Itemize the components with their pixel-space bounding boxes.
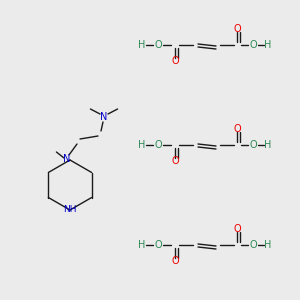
Text: H: H: [138, 140, 146, 150]
Text: H: H: [264, 40, 272, 50]
Text: N: N: [63, 154, 71, 164]
Text: H: H: [138, 240, 146, 250]
Text: O: O: [233, 24, 241, 34]
Text: O: O: [249, 140, 257, 150]
Text: O: O: [154, 40, 162, 50]
Text: O: O: [249, 40, 257, 50]
Text: H: H: [138, 40, 146, 50]
Text: H: H: [264, 240, 272, 250]
Text: O: O: [154, 240, 162, 250]
Text: O: O: [249, 240, 257, 250]
Text: O: O: [171, 156, 179, 166]
Text: NH: NH: [63, 206, 77, 214]
Text: O: O: [171, 56, 179, 66]
Text: O: O: [233, 224, 241, 234]
Text: O: O: [171, 256, 179, 266]
Text: O: O: [233, 124, 241, 134]
Text: O: O: [154, 140, 162, 150]
Text: N: N: [100, 112, 108, 122]
Text: H: H: [264, 140, 272, 150]
